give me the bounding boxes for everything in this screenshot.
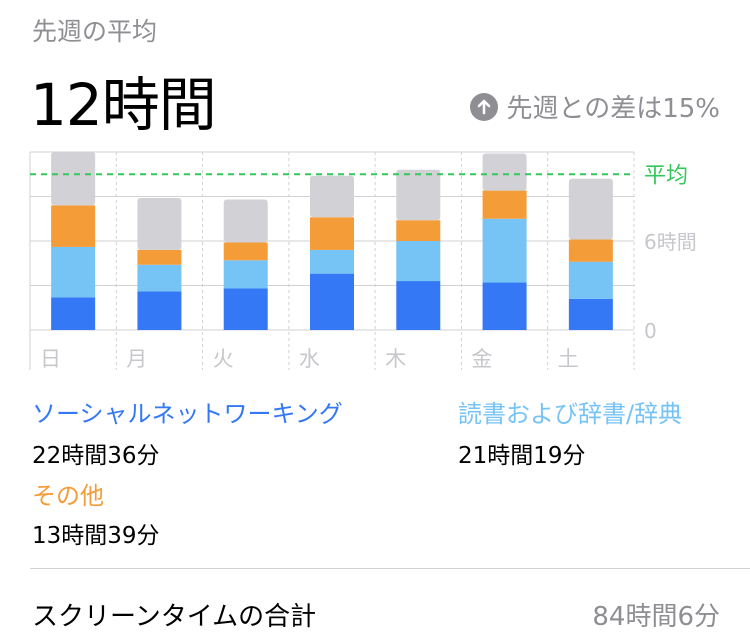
x-tick-label: 日 (40, 347, 61, 371)
bar-segment[interactable] (568, 178, 613, 240)
divider (30, 568, 750, 569)
bar-segment[interactable] (310, 217, 354, 250)
bar-segment[interactable] (396, 220, 441, 241)
bar-segment[interactable] (482, 153, 527, 191)
bar-segment[interactable] (310, 175, 354, 218)
bar-segment[interactable] (223, 199, 268, 243)
x-tick-label: 月 (126, 347, 147, 371)
legend-social-name: ソーシャルネットワーキング (32, 400, 343, 428)
usage-chart: 平均 6時間 0 日 月 火 水 木 金 土 (29, 151, 697, 371)
total-value: 84時間6分 (592, 602, 720, 632)
bar-segment[interactable] (482, 218, 527, 283)
chart-bars (51, 152, 613, 330)
x-tick-label: 土 (558, 347, 579, 371)
total-label[interactable]: スクリーンタイムの合計 (32, 602, 317, 632)
bar-segment[interactable] (568, 261, 613, 299)
arrow-up-circle-icon (470, 92, 499, 121)
legend-other-name: その他 (32, 482, 104, 510)
x-tick-label: 木 (385, 347, 406, 371)
bar-segment[interactable] (137, 249, 182, 265)
bar-segment[interactable] (51, 246, 96, 298)
chart-grid (29, 151, 635, 370)
legend-reading-value: 21時間19分 (458, 443, 586, 469)
x-tick-label: 水 (299, 347, 320, 371)
bar-segment[interactable] (51, 152, 96, 206)
bar-segment[interactable] (310, 273, 354, 330)
bar-segment[interactable] (51, 297, 96, 330)
bar-segment[interactable] (568, 239, 613, 262)
bar-segment[interactable] (568, 298, 613, 330)
average-label: 平均 (644, 163, 688, 188)
x-tick-label: 金 (471, 347, 492, 371)
bar-segment[interactable] (482, 282, 527, 330)
y-tick-label: 0 (644, 319, 657, 343)
bar-segment[interactable] (223, 242, 268, 261)
section-subtitle: 先週の平均 (32, 17, 158, 46)
bar-segment[interactable] (482, 190, 527, 219)
legend-social-value: 22時間36分 (32, 443, 160, 469)
bar-segment[interactable] (137, 264, 182, 292)
bar-segment[interactable] (223, 288, 268, 330)
bar-segment[interactable] (51, 205, 96, 247)
weekly-delta: 先週との差は15% (470, 88, 720, 125)
x-tick-label: 火 (213, 347, 234, 371)
legend-other-value: 13時間39分 (32, 523, 160, 549)
delta-text: 先週との差は15% (506, 94, 720, 124)
legend-reading-name: 読書および辞書/辞典 (458, 400, 683, 428)
bar-segment[interactable] (137, 291, 182, 330)
x-axis-labels: 日月火水木金土 (40, 347, 579, 371)
bar-segment[interactable] (396, 281, 441, 330)
bar-segment[interactable] (396, 241, 441, 282)
average-time: 12時間 (30, 71, 217, 139)
y-tick-label: 6時間 (644, 230, 697, 254)
bar-segment[interactable] (223, 260, 268, 289)
bar-segment[interactable] (396, 169, 441, 221)
bar-segment[interactable] (137, 197, 182, 250)
bar-segment[interactable] (310, 249, 354, 274)
